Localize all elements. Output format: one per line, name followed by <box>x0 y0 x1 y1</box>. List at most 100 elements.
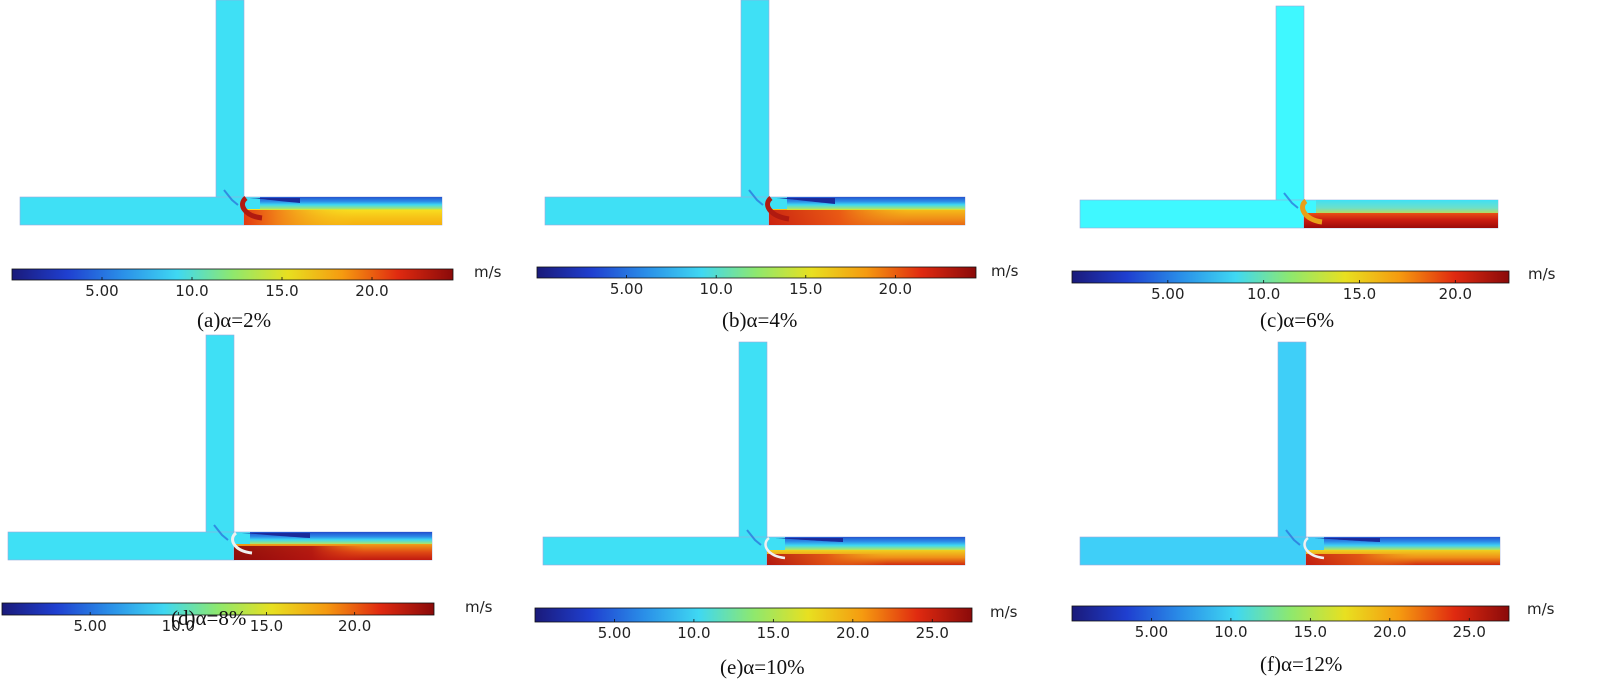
outlet-jet-core <box>767 554 887 565</box>
colorbar-f: 5.00 10.0 15.0 20.0 25.0 m/s <box>1071 600 1555 641</box>
colorbar-gradient <box>1 602 435 616</box>
colorbar-gradient <box>536 266 977 279</box>
colorbar-gradient <box>1071 270 1510 284</box>
panel-d-plot: 5.00 10.0 15.0 20.0 m/s <box>1 334 493 635</box>
colorbar-tick-label: 5.00 <box>1151 285 1184 303</box>
junction-wake <box>1283 192 1299 209</box>
separation-shear-layer <box>1303 537 1325 560</box>
colorbar-tick-label: 15.0 <box>757 624 790 642</box>
outlet-transition-region <box>1316 200 1498 216</box>
panel-b: 5.00 10.0 15.0 20.0 m/s (b)α=4% <box>525 0 1058 341</box>
panel-b-plot: 5.00 10.0 15.0 20.0 m/s <box>536 0 1019 298</box>
colorbar-tick-label: 10.0 <box>677 624 710 642</box>
colorbar-gradient <box>1071 605 1510 622</box>
panel-a: 5.00 10.0 15.0 20.0 m/s (a)α=2% <box>0 0 533 341</box>
colorbar-unit-label: m/s <box>465 598 493 616</box>
panel-d: 5.00 10.0 15.0 20.0 m/s (d)α=8% <box>0 334 523 683</box>
colorbar-tick-label: 20.0 <box>338 617 371 635</box>
outlet-jet-core <box>244 210 354 225</box>
recirculation-zone <box>1310 538 1380 542</box>
inlet-main-channel <box>7 531 235 561</box>
caption-a: (a)α=2% <box>197 308 272 332</box>
inlet-main-channel <box>544 196 770 226</box>
colorbar-b: 5.00 10.0 15.0 20.0 m/s <box>536 262 1019 298</box>
inlet-main-channel <box>19 196 245 226</box>
colorbar-c: 5.00 10.0 15.0 20.0 m/s <box>1071 265 1556 303</box>
colorbar-tick-label: 20.0 <box>1373 623 1406 641</box>
colorbar-unit-label: m/s <box>990 603 1018 621</box>
junction-wake <box>746 529 762 546</box>
inlet-main-channel <box>542 536 768 566</box>
separation-shear-layer <box>765 196 790 222</box>
colorbar-tick-label: 10.0 <box>175 282 208 300</box>
outlet-jet-core <box>769 210 909 225</box>
colorbar-tick-label: 20.0 <box>879 280 912 298</box>
junction-wake <box>213 524 229 541</box>
colorbar-tick-label: 15.0 <box>789 280 822 298</box>
vertical-branch <box>740 0 770 200</box>
colorbar-tick-label: 5.00 <box>1135 623 1168 641</box>
caption-e: (e)α=10% <box>720 655 805 679</box>
colorbar-tick-label: 15.0 <box>265 282 298 300</box>
colorbar-tick-label: 15.0 <box>250 617 283 635</box>
panel-e-plot: 5.00 10.0 15.0 20.0 25.0 m/s <box>534 341 1018 642</box>
colorbar-tick-label: 25.0 <box>916 624 949 642</box>
colorbar-tick-label: 5.00 <box>610 280 643 298</box>
colorbar-gradient <box>534 607 973 623</box>
separation-shear-layer <box>1300 198 1323 225</box>
recirculation-zone <box>773 198 835 204</box>
colorbar-tick-label: 20.0 <box>836 624 869 642</box>
panel-c-plot: 5.00 10.0 15.0 20.0 m/s <box>1071 5 1556 303</box>
inlet-main-channel <box>1079 536 1307 566</box>
recirculation-zone <box>771 538 843 542</box>
colorbar-tick-label: 15.0 <box>1343 285 1376 303</box>
caption-c: (c)α=6% <box>1260 308 1335 332</box>
colorbar-d: 5.00 10.0 15.0 20.0 m/s <box>1 598 493 635</box>
recirculation-zone <box>248 198 300 203</box>
vertical-branch <box>205 334 235 535</box>
panel-f-plot: 5.00 10.0 15.0 20.0 25.0 m/s <box>1071 341 1555 641</box>
junction-wake <box>748 189 764 206</box>
colorbar-tick-label: 15.0 <box>1294 623 1327 641</box>
outlet-jet-core <box>1306 554 1416 565</box>
inlet-main-channel <box>1079 199 1305 229</box>
panel-e: 5.00 10.0 15.0 20.0 25.0 m/s (e)α=10% <box>523 341 1056 683</box>
separation-shear-layer <box>240 196 263 221</box>
vertical-branch <box>738 341 768 540</box>
colorbar-tick-label: 5.00 <box>598 624 631 642</box>
vertical-branch <box>1277 341 1307 540</box>
colorbar-tick-label: 10.0 <box>1214 623 1247 641</box>
colorbar-gradient <box>11 268 454 281</box>
colorbar-tick-label: 10.0 <box>162 617 195 635</box>
colorbar-unit-label: m/s <box>1527 600 1555 618</box>
colorbar-tick-label: 10.0 <box>699 280 732 298</box>
vertical-branch <box>1275 5 1305 204</box>
caption-d: (d)α=8% <box>171 606 247 630</box>
panel-a-plot: 5.00 10.0 15.0 20.0 m/s <box>11 0 502 300</box>
colorbar-tick-label: 20.0 <box>1439 285 1472 303</box>
colorbar-tick-label: 25.0 <box>1453 623 1486 641</box>
junction-wake <box>223 189 239 206</box>
outlet-high-speed-region <box>1304 213 1498 228</box>
panel-c: 5.00 10.0 15.0 20.0 m/s (c)α=6% <box>1060 0 1593 341</box>
outlet-jet-core <box>234 546 364 560</box>
outlet-transition-region <box>260 197 442 210</box>
recirculation-zone <box>238 533 310 538</box>
colorbar-unit-label: m/s <box>474 263 502 281</box>
separation-shear-layer <box>231 531 253 555</box>
colorbar-tick-label: 5.00 <box>73 617 106 635</box>
colorbar-tick-label: 5.00 <box>85 282 118 300</box>
separation-shear-layer <box>764 537 786 560</box>
colorbar-tick-label: 10.0 <box>1247 285 1280 303</box>
colorbar-unit-label: m/s <box>991 262 1019 280</box>
junction-wake <box>1285 529 1301 546</box>
panel-f: 5.00 10.0 15.0 20.0 25.0 m/s (f)α=12% <box>1060 341 1593 683</box>
caption-b: (b)α=4% <box>722 308 798 332</box>
colorbar-a: 5.00 10.0 15.0 20.0 m/s <box>11 263 502 300</box>
caption-f: (f)α=12% <box>1260 652 1343 676</box>
vertical-branch <box>215 0 245 200</box>
colorbar-unit-label: m/s <box>1528 265 1556 283</box>
colorbar-e: 5.00 10.0 15.0 20.0 25.0 m/s <box>534 603 1018 642</box>
colorbar-tick-label: 20.0 <box>355 282 388 300</box>
